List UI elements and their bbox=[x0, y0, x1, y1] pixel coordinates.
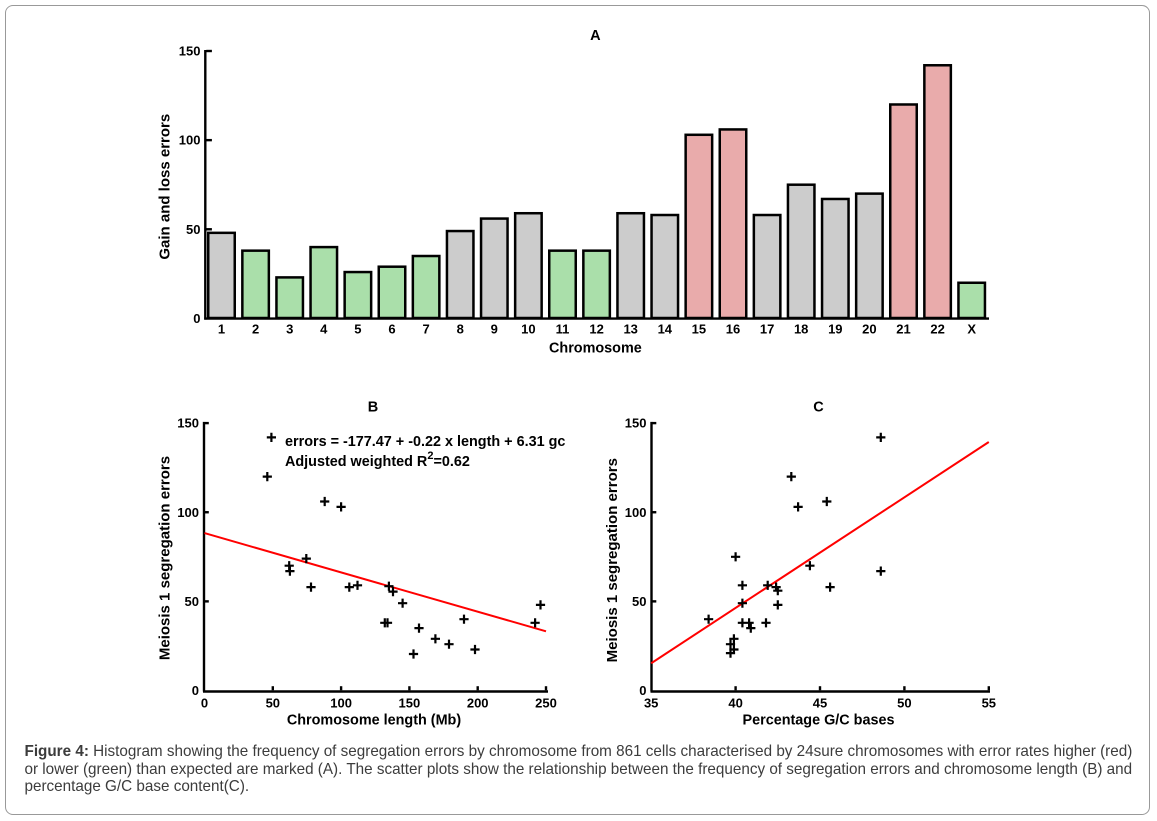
svg-text:100: 100 bbox=[625, 505, 647, 520]
svg-text:B: B bbox=[368, 399, 378, 415]
svg-text:14: 14 bbox=[658, 321, 673, 336]
svg-text:18: 18 bbox=[794, 321, 808, 336]
svg-text:15: 15 bbox=[692, 321, 706, 336]
svg-text:19: 19 bbox=[828, 321, 842, 336]
svg-text:0: 0 bbox=[201, 696, 208, 711]
svg-text:100: 100 bbox=[177, 505, 199, 520]
svg-text:45: 45 bbox=[813, 696, 827, 711]
svg-text:100: 100 bbox=[179, 133, 201, 148]
svg-text:16: 16 bbox=[726, 321, 740, 336]
svg-text:Chromosome length (Mb): Chromosome length (Mb) bbox=[287, 712, 461, 728]
svg-text:250: 250 bbox=[535, 696, 557, 711]
svg-text:A: A bbox=[590, 28, 601, 44]
svg-text:35: 35 bbox=[644, 696, 658, 711]
svg-text:0: 0 bbox=[193, 311, 200, 326]
svg-text:9: 9 bbox=[491, 321, 498, 336]
svg-text:0: 0 bbox=[192, 683, 199, 698]
svg-text:Gain and loss errors: Gain and loss errors bbox=[156, 114, 173, 260]
svg-text:200: 200 bbox=[467, 696, 489, 711]
svg-text:13: 13 bbox=[623, 321, 637, 336]
svg-text:50: 50 bbox=[186, 222, 200, 237]
svg-text:20: 20 bbox=[862, 321, 876, 336]
svg-text:Meiosis 1 segregation errors: Meiosis 1 segregation errors bbox=[604, 458, 621, 662]
svg-text:7: 7 bbox=[422, 321, 429, 336]
svg-text:12: 12 bbox=[589, 321, 603, 336]
svg-text:10: 10 bbox=[521, 321, 535, 336]
svg-text:Adjusted weighted R2=0.62: Adjusted weighted R2=0.62 bbox=[285, 450, 470, 470]
svg-text:Meiosis 1 segregation errors: Meiosis 1 segregation errors bbox=[157, 456, 174, 660]
svg-text:55: 55 bbox=[982, 696, 996, 711]
svg-text:50: 50 bbox=[185, 594, 199, 609]
svg-text:Percentage G/C bases: Percentage G/C bases bbox=[743, 712, 895, 728]
svg-text:6: 6 bbox=[388, 321, 395, 336]
svg-text:3: 3 bbox=[286, 321, 293, 336]
svg-text:150: 150 bbox=[177, 416, 199, 431]
svg-text:50: 50 bbox=[632, 594, 646, 609]
svg-text:1: 1 bbox=[218, 321, 225, 336]
svg-text:150: 150 bbox=[399, 696, 421, 711]
svg-text:X: X bbox=[967, 321, 976, 336]
svg-text:C: C bbox=[813, 399, 824, 415]
svg-text:11: 11 bbox=[556, 321, 570, 336]
svg-text:22: 22 bbox=[930, 321, 944, 336]
svg-text:5: 5 bbox=[354, 321, 361, 336]
svg-text:150: 150 bbox=[625, 416, 647, 431]
svg-text:17: 17 bbox=[760, 321, 774, 336]
svg-text:100: 100 bbox=[330, 696, 352, 711]
svg-text:4: 4 bbox=[320, 321, 328, 336]
svg-text:50: 50 bbox=[266, 696, 280, 711]
svg-text:Chromosome: Chromosome bbox=[549, 341, 642, 357]
svg-text:0: 0 bbox=[639, 683, 646, 698]
svg-text:errors = -177.47 + -0.22 x len: errors = -177.47 + -0.22 x length + 6.31… bbox=[285, 434, 565, 450]
svg-text:2: 2 bbox=[252, 321, 259, 336]
svg-text:40: 40 bbox=[728, 696, 742, 711]
svg-text:21: 21 bbox=[896, 321, 910, 336]
svg-text:8: 8 bbox=[457, 321, 464, 336]
svg-text:150: 150 bbox=[179, 44, 201, 59]
svg-text:50: 50 bbox=[897, 696, 911, 711]
